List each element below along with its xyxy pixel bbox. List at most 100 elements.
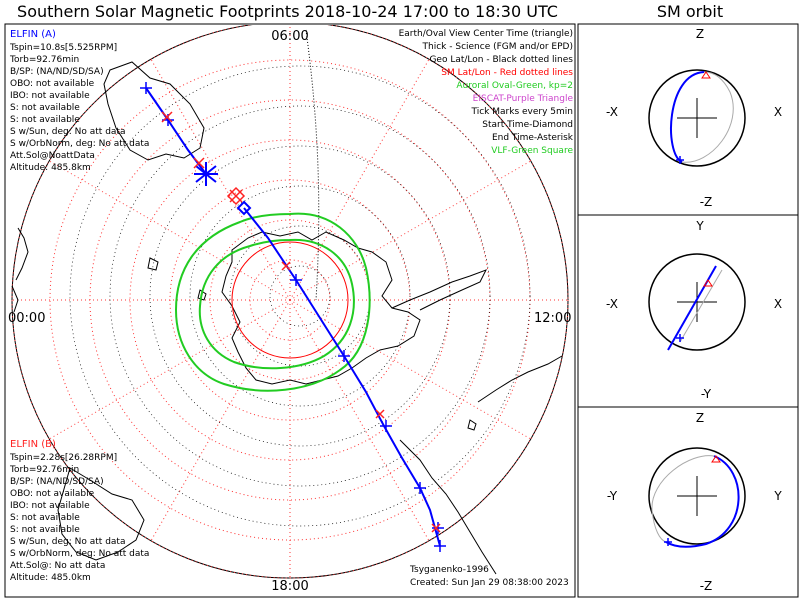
earth-circle [648, 253, 746, 351]
orbit-back [679, 269, 723, 343]
tick-mark [193, 157, 205, 169]
elfin-a-line: S w/OrbNorm, deg: No att data [10, 139, 149, 149]
auroral-oval-outer [174, 212, 371, 392]
elfin-a-line: S w/Sun, deg: No att data [10, 127, 125, 137]
sm-latitude-circle [11, 25, 569, 579]
elfin-a-info: ELFIN (A) Tspin=10.8s[5.525RPM] Torb=92.… [9, 29, 149, 173]
time-label-00: 00:00 [8, 311, 45, 326]
tick-mark [414, 482, 426, 494]
geo-latitude-circle [269, 265, 331, 327]
axis-label-right: Y [773, 489, 782, 503]
geo-latlon-grid [69, 65, 531, 527]
axis-label-left: -X [606, 105, 618, 119]
axis-label-right: X [774, 297, 782, 311]
sm-longitude-line [150, 299, 291, 542]
end-asterisk [676, 334, 684, 342]
tick-mark [338, 350, 350, 362]
elfin-b-line: S w/Sun, deg: No att data [10, 537, 125, 547]
elfin-b-line: B/SP: (NA/ND/SD/SA) [10, 477, 104, 487]
new-zealand-coastline [11, 227, 29, 313]
earth-circle [648, 69, 746, 167]
geo-latitude-circle [69, 65, 531, 527]
legend-item: SM Lat/Lon - Red dotted lines [441, 68, 573, 78]
elfin-b-line: Att.Sol@: No att data [10, 561, 105, 571]
tick-mark [434, 540, 446, 552]
elfin-a-line: OBO: not available [10, 79, 95, 89]
legend-item: Geo Lat/Lon - Black dotted lines [429, 55, 573, 65]
auroral-oval [174, 212, 371, 392]
axis-label-left: -Y [607, 489, 618, 503]
tick-mark [161, 111, 173, 123]
legend-item: VLF-Green Square [491, 146, 573, 156]
earth-circle [648, 447, 746, 545]
end-asterisk [664, 538, 672, 546]
end-asterisk [676, 156, 684, 164]
sm-longitude-line [48, 160, 291, 301]
tick-mark [380, 420, 392, 432]
axis-label-right: X [774, 105, 782, 119]
legend-item: Auroral Oval-Green, kp=2 [456, 81, 573, 91]
tick-mark [281, 261, 291, 271]
elfin-a-line: Att.Sol@NoattData [10, 151, 95, 161]
elfin-b-track [161, 111, 441, 533]
elfin-b-line: S: not available [10, 513, 80, 523]
orbit-title: SM orbit [656, 2, 724, 21]
view-center-triangle [701, 71, 711, 79]
elfin-b-info: ELFIN (B) Tspin=2.28s[26.28RPM] Torb=92.… [9, 439, 149, 583]
legend-item: End Time-Asterisk [492, 133, 574, 143]
time-label-12: 12:00 [534, 311, 571, 326]
legend-item: Start Time-Diamond [482, 120, 573, 130]
australia-coastline [103, 61, 205, 161]
view-center-triangle [711, 455, 721, 463]
legend-item: Thick - Science (FGM and/or EPD) [422, 42, 573, 52]
elfin-b-line: S: not available [10, 525, 80, 535]
orbit-panel-xz: Z -Z -X X [606, 27, 782, 209]
elfin-b-line: Torb=92.76min [9, 465, 79, 475]
axis-label-bottom: -Z [700, 579, 713, 593]
tick-mark [432, 522, 444, 534]
elfin-b-line: OBO: not available [10, 489, 95, 499]
orbit-frame [577, 23, 799, 598]
geo-latitude-circle [149, 145, 451, 447]
elfin-a-track [140, 82, 446, 552]
auroral-oval-inner [198, 238, 355, 370]
sm-latlon-grid [11, 25, 569, 579]
elfin-a-line: S: not available [10, 103, 80, 113]
africa-coastline [57, 467, 145, 561]
orbit-back [651, 455, 715, 543]
elfin-a-end-asterisk [194, 162, 218, 186]
time-label-18: 18:00 [271, 579, 308, 594]
orbit-track [670, 71, 705, 163]
tick-mark [431, 523, 441, 533]
island-coastline [147, 257, 477, 431]
elfin-a-line: Torb=92.76min [9, 55, 79, 65]
elfin-b-name: ELFIN (B) [10, 439, 56, 450]
elfin-b-start-diamond [226, 186, 246, 206]
elfin-a-line: B/SP: (NA/ND/SD/SA) [10, 67, 104, 77]
axis-label-top: Y [695, 219, 704, 233]
elfin-b-line: Altitude: 485.0km [10, 573, 91, 583]
geo-latitude-circle [109, 105, 491, 487]
created-date: Created: Sun Jan 29 08:38:00 2023 [410, 578, 569, 588]
model-credit: Tsyganenko-1996 [409, 565, 489, 575]
geo-meridian [305, 29, 320, 301]
south-america-coastline [399, 355, 563, 575]
axis-label-top: Z [696, 411, 704, 425]
elfin-a-start-diamond [236, 200, 252, 216]
elfin-b-line: Tspin=2.28s[26.28RPM] [9, 453, 117, 463]
sm-latitude-circle [231, 241, 349, 359]
geo-latitude-circle [189, 185, 411, 407]
sm-longitude-line [289, 160, 532, 301]
axis-label-bottom: -Z [700, 195, 713, 209]
polar-map: 06:00 00:00 12:00 18:00 Earth/Oval View … [8, 25, 574, 594]
legend-item: EISCAT-Purple Triangle [473, 94, 574, 104]
axis-label-top: Z [696, 27, 704, 41]
elfin-a-line: Tspin=10.8s[5.525RPM] [9, 43, 117, 53]
time-label-06: 06:00 [271, 29, 308, 44]
elfin-b-line: S w/OrbNorm, deg: No att data [10, 549, 149, 559]
elfin-a-line: IBO: not available [10, 91, 90, 101]
view-center-triangle [703, 279, 713, 287]
legend-item: Earth/Oval View Center Time (triangle) [399, 29, 573, 39]
coastlines [11, 61, 563, 575]
